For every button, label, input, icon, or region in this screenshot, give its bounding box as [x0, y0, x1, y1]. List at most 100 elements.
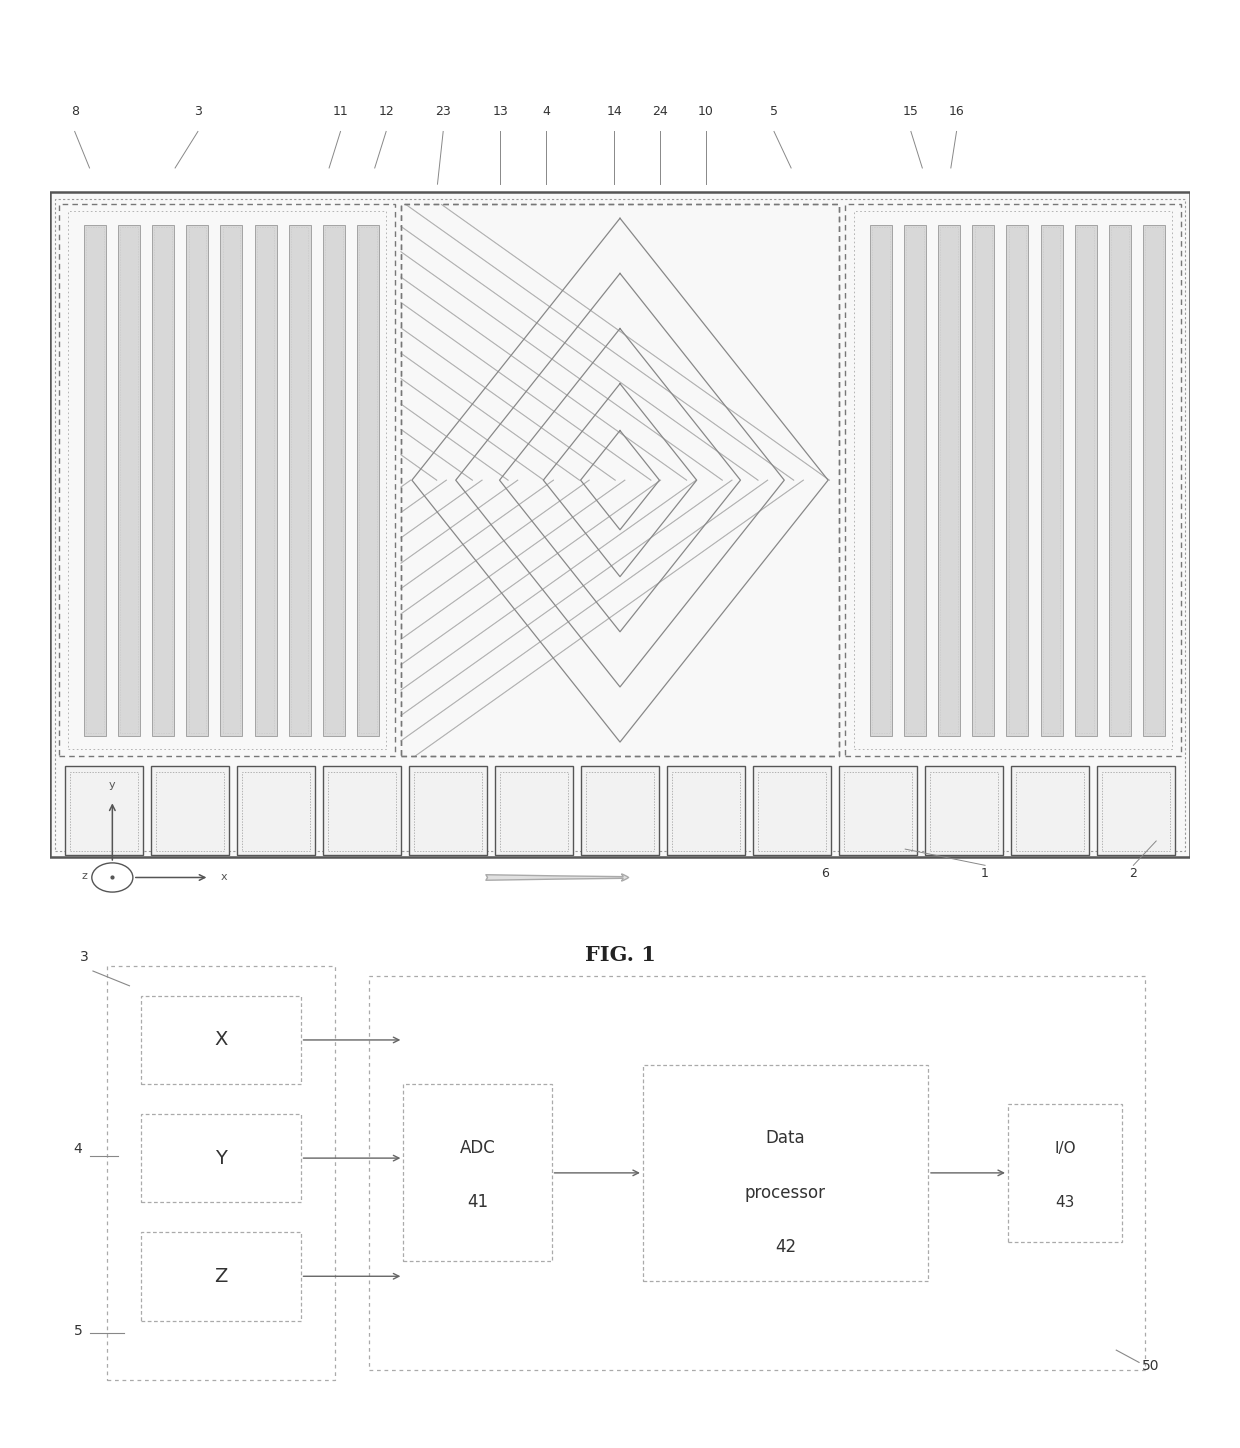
Text: 8: 8 — [71, 104, 78, 117]
Text: Z: Z — [215, 1267, 227, 1286]
Bar — [585, 772, 655, 851]
Bar — [500, 772, 568, 851]
Bar — [975, 227, 992, 733]
Bar — [370, 976, 1145, 1370]
Bar — [904, 224, 926, 736]
Bar — [940, 227, 957, 733]
Text: Data: Data — [765, 1129, 805, 1147]
Bar — [844, 204, 1182, 756]
Bar — [327, 772, 397, 851]
Bar — [58, 204, 396, 756]
Bar — [1078, 227, 1095, 733]
Bar — [906, 227, 924, 733]
Bar — [141, 1232, 300, 1321]
Bar — [1011, 766, 1089, 854]
Bar — [188, 227, 206, 733]
Bar — [495, 766, 573, 854]
Text: 14: 14 — [606, 104, 622, 117]
Text: 24: 24 — [652, 104, 668, 117]
Bar — [403, 206, 837, 754]
Text: 5: 5 — [73, 1325, 83, 1338]
Bar — [156, 772, 224, 851]
Bar — [223, 227, 241, 733]
Bar — [141, 996, 300, 1085]
Bar — [1008, 1103, 1122, 1242]
Bar — [84, 224, 105, 736]
Text: 12: 12 — [378, 104, 394, 117]
Bar — [667, 766, 745, 854]
Text: 1: 1 — [981, 867, 990, 880]
Bar — [758, 772, 826, 851]
Bar — [69, 772, 138, 851]
Bar — [141, 1114, 300, 1202]
Bar — [68, 211, 386, 750]
Bar — [155, 227, 172, 733]
Bar — [843, 772, 913, 851]
Bar — [291, 227, 309, 733]
Bar — [221, 224, 242, 736]
Bar — [1043, 227, 1060, 733]
Bar — [242, 772, 310, 851]
Bar — [322, 224, 345, 736]
Bar — [66, 766, 143, 854]
Bar — [925, 766, 1003, 854]
Text: 5: 5 — [770, 104, 777, 117]
Text: processor: processor — [745, 1183, 826, 1202]
Bar — [642, 1064, 928, 1281]
Text: 43: 43 — [1055, 1195, 1075, 1211]
Bar — [1016, 772, 1084, 851]
Bar — [403, 1085, 552, 1261]
Bar — [972, 224, 994, 736]
Bar — [50, 193, 1190, 857]
Bar — [839, 766, 916, 854]
Text: FIG. 1: FIG. 1 — [584, 944, 656, 964]
Bar — [1102, 772, 1171, 851]
Bar — [120, 227, 138, 733]
Text: 3: 3 — [79, 950, 88, 964]
Text: 16: 16 — [949, 104, 965, 117]
Bar — [118, 224, 140, 736]
Text: 41: 41 — [466, 1193, 489, 1212]
Bar — [1109, 224, 1131, 736]
Text: ADC: ADC — [460, 1140, 495, 1157]
Bar — [872, 227, 889, 733]
Bar — [1008, 227, 1027, 733]
Bar — [324, 766, 401, 854]
Bar — [325, 227, 342, 733]
Bar — [1111, 227, 1128, 733]
Bar — [257, 227, 274, 733]
Bar — [1007, 224, 1028, 736]
Bar — [401, 204, 839, 756]
Text: 3: 3 — [193, 104, 202, 117]
Bar — [186, 224, 208, 736]
Text: Y: Y — [215, 1148, 227, 1167]
Bar — [151, 766, 229, 854]
Bar — [930, 772, 998, 851]
Text: 6: 6 — [821, 867, 830, 880]
Bar — [1097, 766, 1174, 854]
Bar — [854, 211, 1172, 750]
Bar — [357, 224, 379, 736]
Text: 4: 4 — [542, 104, 549, 117]
Bar — [289, 224, 311, 736]
Bar — [939, 224, 960, 736]
Text: 10: 10 — [698, 104, 713, 117]
Bar — [753, 766, 831, 854]
Text: 50: 50 — [1142, 1358, 1159, 1373]
Text: 42: 42 — [775, 1238, 796, 1255]
Bar — [409, 766, 487, 854]
Bar — [86, 227, 104, 733]
Text: 23: 23 — [435, 104, 451, 117]
Text: 11: 11 — [332, 104, 348, 117]
Bar — [672, 772, 740, 851]
Bar — [582, 766, 658, 854]
Text: 13: 13 — [492, 104, 508, 117]
Text: 2: 2 — [1130, 867, 1137, 880]
Bar — [401, 204, 839, 756]
Text: I/O: I/O — [1054, 1141, 1076, 1156]
Bar — [107, 966, 335, 1380]
Bar — [360, 227, 377, 733]
Bar — [153, 224, 174, 736]
Bar — [1146, 227, 1163, 733]
Text: z: z — [82, 870, 87, 880]
